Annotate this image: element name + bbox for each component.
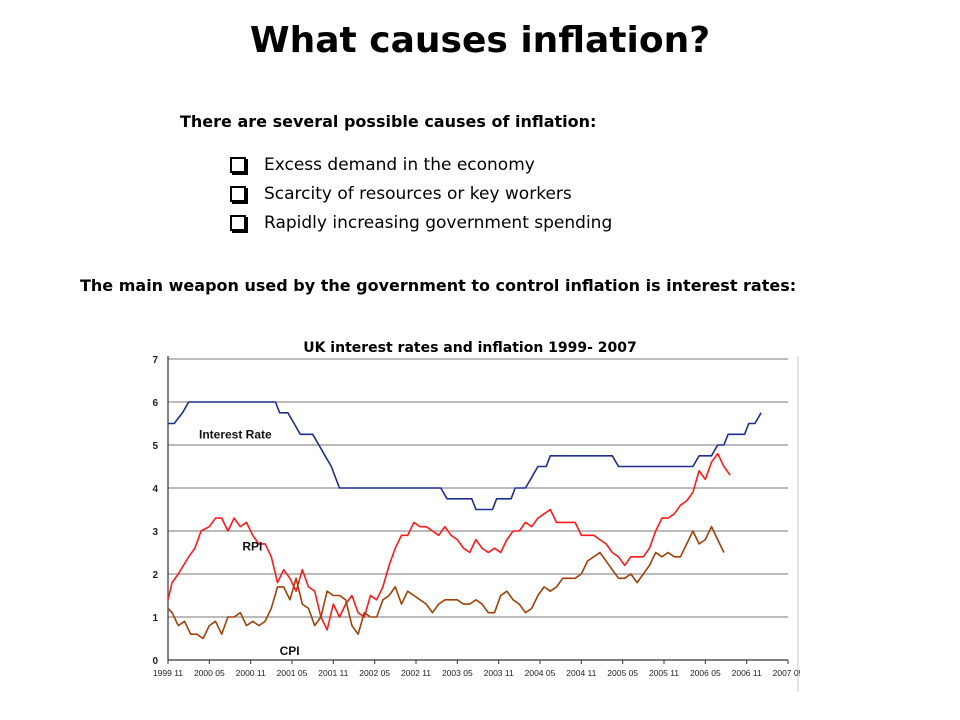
y-tick-label: 4 [152, 484, 158, 495]
cpi-series-line [167, 525, 725, 640]
list-item-label: Scarcity of resources or key workers [264, 183, 572, 204]
x-tick-label: 2002 05 [359, 668, 390, 678]
y-tick-label: 1 [152, 613, 158, 624]
rpi-series-line [167, 452, 731, 631]
list-item: Excess demand in the economy [230, 150, 612, 179]
checkbox-bullet-icon [230, 185, 246, 202]
x-tick-label: 2006 11 [732, 668, 762, 678]
checkbox-bullet-icon [230, 156, 246, 173]
rpi-series-label: RPI [242, 539, 262, 553]
checkbox-bullet-icon [230, 214, 246, 231]
x-tick-label: 1999 11 [153, 668, 183, 678]
x-tick-label: 2007 05 [773, 668, 800, 678]
cpi-series-label: CPI [280, 644, 300, 658]
chart-title: UK interest rates and inflation 1999- 20… [303, 340, 637, 356]
x-tick-label: 2000 05 [194, 668, 225, 678]
y-tick-label: 3 [152, 527, 158, 538]
intro-text: There are several possible causes of inf… [180, 112, 597, 131]
x-tick-label: 2004 05 [525, 668, 556, 678]
slide-title: What causes inflation? [249, 20, 711, 61]
y-tick-label: 0 [152, 656, 158, 667]
x-tick-label: 2001 11 [318, 668, 348, 678]
y-tick-label: 6 [152, 398, 158, 409]
interest-rate-series-line [168, 401, 762, 511]
x-tick-label: 2004 11 [566, 668, 596, 678]
x-tick-label: 2000 11 [236, 668, 266, 678]
y-tick-label: 7 [152, 356, 158, 366]
list-item-label: Excess demand in the economy [264, 154, 535, 175]
x-tick-label: 2005 05 [607, 668, 638, 678]
y-tick-label: 2 [152, 570, 158, 581]
interest-rate-series-label: Interest Rate [199, 428, 272, 442]
list-item: Scarcity of resources or key workers [230, 179, 612, 208]
list-item-label: Rapidly increasing government spending [264, 212, 613, 233]
y-tick-label: 5 [152, 441, 158, 452]
weapon-text: The main weapon used by the government t… [80, 276, 797, 295]
cause-list: Excess demand in the economy Scarcity of… [230, 150, 612, 237]
x-tick-label: 2006 05 [690, 668, 721, 678]
x-tick-label: 2003 11 [484, 668, 514, 678]
list-item: Rapidly increasing government spending [230, 208, 612, 237]
x-tick-label: 2002 11 [401, 668, 431, 678]
x-tick-label: 2003 05 [442, 668, 473, 678]
interest-inflation-chart: 0 1 2 3 4 5 6 7 1999 11 2000 05 2000 11 2001 05 2001… [152, 356, 800, 692]
x-tick-label: 2005 11 [649, 668, 679, 678]
x-tick-label: 2001 05 [277, 668, 308, 678]
